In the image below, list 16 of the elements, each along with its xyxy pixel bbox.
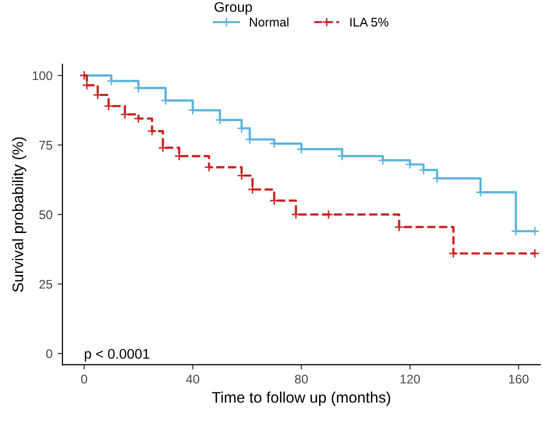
legend-label: ILA 5% [350,18,388,27]
x-tick-label: 160 [509,374,529,384]
x-tick-label: 120 [400,374,420,384]
x-axis-title: Time to follow up (months) [212,392,390,406]
y-tick-label: 0 [46,349,52,358]
annotation: p < 0.0001 [84,348,150,362]
legend-label: Normal [250,17,288,27]
y-axis-title: Survival probability (%) [12,137,26,292]
y-tick-label: 50 [39,210,52,220]
legend-title: Group [214,2,252,15]
x-tick-label: 0 [81,374,88,384]
x-tick-label: 40 [186,374,200,384]
x-tick-label: 80 [294,374,308,384]
y-tick-label: 75 [39,140,52,150]
y-tick-label: 100 [32,71,52,80]
y-tick-label: 25 [39,280,52,289]
